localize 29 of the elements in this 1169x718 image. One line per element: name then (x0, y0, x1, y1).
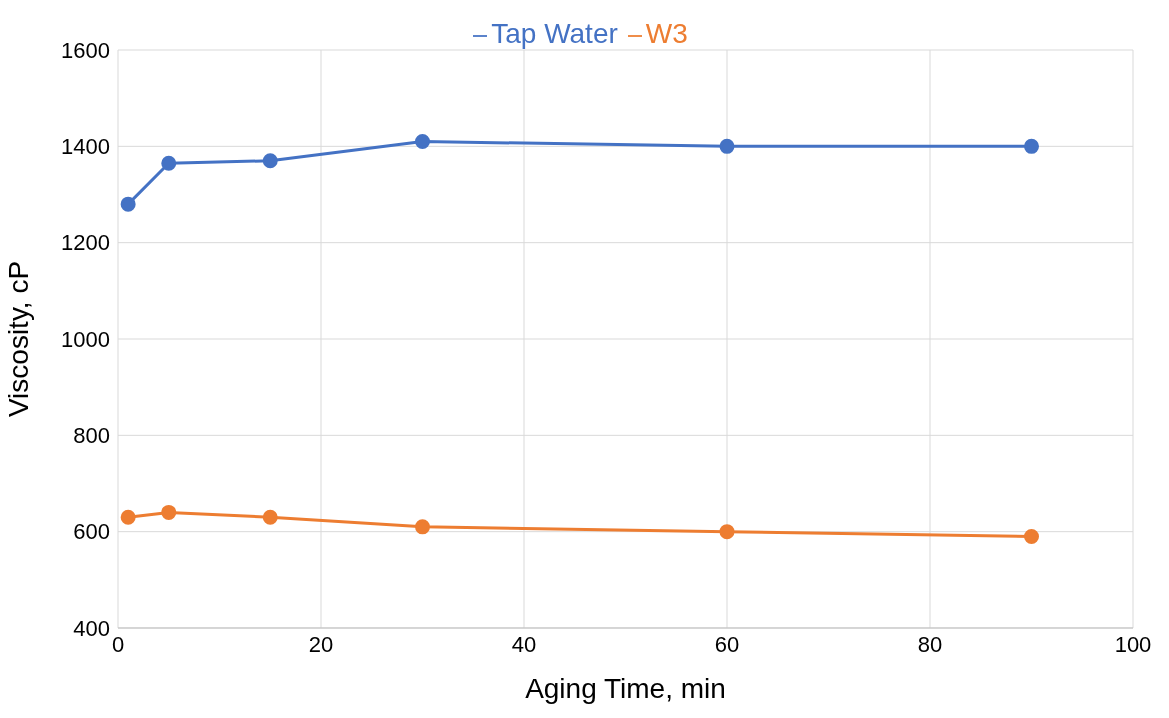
x-axis-title: Aging Time, min (525, 673, 726, 704)
point (415, 134, 430, 150)
point (120, 196, 136, 212)
x-tick-label: 80 (917, 631, 943, 657)
point (415, 519, 430, 535)
point (120, 509, 136, 525)
x-tick-label: 60 (714, 631, 740, 657)
legend-label: W3 (645, 18, 688, 49)
y-tick-label: 800 (73, 423, 110, 449)
x-tick-label: 0 (111, 631, 125, 657)
x-tick-label: 20 (308, 631, 334, 657)
point (1024, 528, 1039, 544)
y-tick-label: 1600 (61, 37, 110, 63)
x-tick-label: 100 (1114, 631, 1152, 657)
y-tick-label: 400 (73, 615, 110, 641)
point (262, 153, 278, 169)
point (161, 504, 177, 520)
y-tick-label: 1400 (61, 134, 110, 160)
y-tick-label: 1000 (61, 326, 110, 352)
y-axis-title: Viscosity, cP (2, 260, 34, 418)
x-tick-label: 40 (511, 631, 537, 657)
point (161, 155, 177, 171)
y-tick-label: 1200 (61, 230, 110, 256)
point (262, 509, 278, 525)
point (1024, 138, 1039, 154)
point (719, 138, 735, 154)
point (719, 524, 735, 540)
y-tick-label: 600 (73, 519, 110, 545)
legend-label: Tap Water (491, 18, 618, 49)
